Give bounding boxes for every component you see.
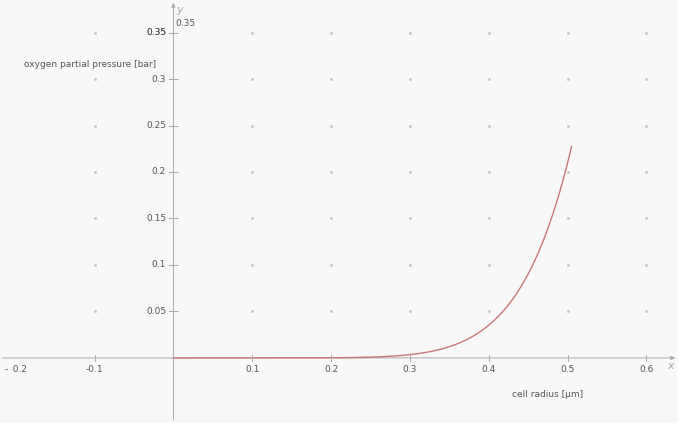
Text: 0.35: 0.35 <box>146 28 166 37</box>
Text: 0.5: 0.5 <box>561 365 575 374</box>
Text: 0.3: 0.3 <box>152 74 166 83</box>
Text: 0.4: 0.4 <box>481 365 496 374</box>
Text: cell radius [μm]: cell radius [μm] <box>513 390 583 399</box>
Text: 0.25: 0.25 <box>146 121 166 130</box>
Text: 0.15: 0.15 <box>146 214 166 223</box>
Text: 0.35: 0.35 <box>176 19 196 28</box>
Text: 0.1: 0.1 <box>152 261 166 269</box>
Text: - 0.2: - 0.2 <box>5 365 26 374</box>
Text: 0.6: 0.6 <box>639 365 654 374</box>
Text: 0.35: 0.35 <box>146 28 166 37</box>
Text: -0.1: -0.1 <box>86 365 104 374</box>
Text: oxygen partial pressure [bar]: oxygen partial pressure [bar] <box>24 60 156 69</box>
Text: 0.3: 0.3 <box>403 365 417 374</box>
Text: y: y <box>176 5 182 15</box>
Text: 0.1: 0.1 <box>245 365 260 374</box>
Text: 0.2: 0.2 <box>152 168 166 176</box>
Text: 0.05: 0.05 <box>146 307 166 316</box>
Text: x: x <box>667 361 674 371</box>
Text: 0.2: 0.2 <box>324 365 338 374</box>
